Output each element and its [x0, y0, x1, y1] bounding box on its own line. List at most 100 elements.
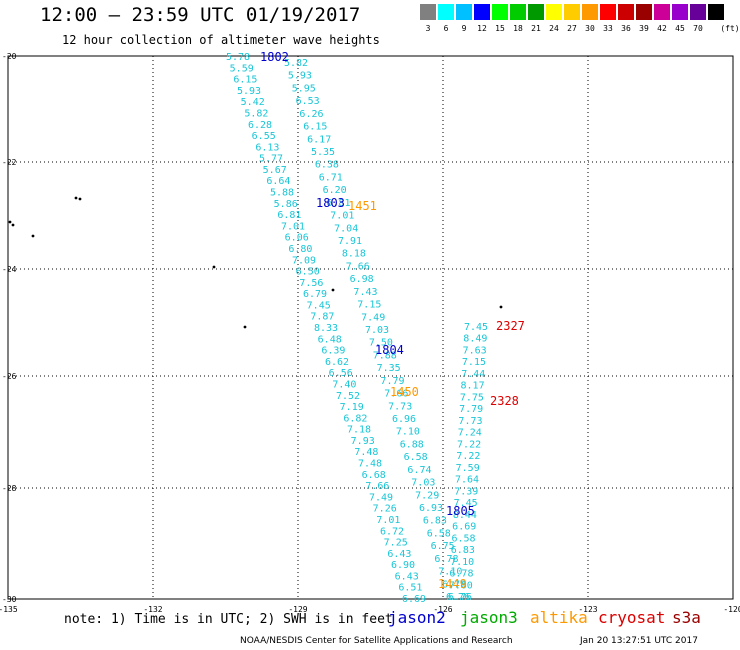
wave-height-value: 7.66 — [384, 389, 408, 400]
wave-height-value: 7.19 — [340, 402, 364, 413]
wave-height-value: 7.01 — [330, 211, 354, 222]
wave-height-value: 7.79 — [380, 376, 404, 387]
lat-label: -20 — [2, 52, 17, 61]
scale-swatch — [690, 4, 706, 20]
wave-height-value: 6.98 — [350, 274, 374, 285]
wave-height-value: 6.90 — [391, 560, 415, 571]
wave-height-value: 5.67 — [263, 165, 287, 176]
wave-height-value: 6.78 — [434, 554, 458, 565]
wave-height-value: 7.49 — [361, 312, 385, 323]
wave-height-value: 7.66 — [365, 481, 389, 492]
scale-swatch — [420, 4, 436, 20]
wave-height-value: 6.13 — [255, 142, 279, 153]
wave-height-value: 6.83 — [451, 545, 475, 556]
wave-height-value: 7.10 — [396, 427, 420, 438]
lon-label: -126 — [433, 605, 452, 614]
wave-height-value: 6.82 — [343, 413, 367, 424]
wave-height-value: 6.83 — [423, 516, 447, 527]
island — [11, 223, 15, 227]
scale-swatch — [510, 4, 526, 20]
pass-time-label: 1802 — [260, 50, 289, 64]
wave-height-value: 7.22 — [457, 439, 481, 450]
wave-height-value: 6.75 — [431, 541, 455, 552]
wave-height-value: 7.22 — [456, 451, 480, 462]
footer-note: note: 1) Time is in UTC; 2) SWH is in fe… — [64, 612, 393, 627]
wave-height-value: 6.62 — [325, 357, 349, 368]
wave-height-value: 7.40 — [332, 379, 356, 390]
scale-label: 39 — [639, 24, 649, 33]
wave-height-value: 7.49 — [369, 492, 393, 503]
wave-height-value: 5.93 — [237, 86, 261, 97]
wave-height-value: 8.18 — [342, 249, 366, 260]
wave-height-value: 7.26 — [373, 504, 397, 515]
island — [499, 305, 503, 309]
wave-height-value: 7.10 — [450, 557, 474, 568]
pass-time-label: 1804 — [375, 343, 404, 357]
wave-height-value: 7.45 — [454, 498, 478, 509]
scale-label: 15 — [495, 24, 505, 33]
wave-height-value: 6.74 — [407, 465, 431, 476]
scale-label: 9 — [461, 24, 467, 33]
scale-swatch — [474, 4, 490, 20]
wave-height-value: 7.09 — [292, 255, 316, 266]
wave-height-value: 5.95 — [292, 83, 316, 94]
wave-height-value: 6.38 — [315, 160, 339, 171]
map-subtitle: 12 hour collection of altimeter wave hei… — [62, 33, 380, 47]
wave-height-value: 5.88 — [270, 188, 294, 199]
wave-height-value: 6.71 — [319, 172, 343, 183]
wave-height-value: 6.43 — [395, 571, 419, 582]
wave-height-value: 6.81 — [277, 210, 301, 221]
pass-time-label: 1450 — [390, 385, 419, 399]
generation-timestamp: Jan 20 13:27:51 UTC 2017 — [580, 636, 698, 646]
pass-time-label: 1449 — [438, 577, 467, 591]
pass-time-label: 1803 — [316, 196, 345, 210]
scale-swatch — [654, 4, 670, 20]
scale-swatch — [672, 4, 688, 20]
wave-height-value: 7.29 — [415, 490, 439, 501]
island — [8, 220, 12, 224]
lat-label: -26 — [2, 372, 17, 381]
scale-unit: (ft) — [720, 24, 740, 33]
scale-label: 36 — [621, 24, 631, 33]
scale-label: 21 — [531, 24, 541, 33]
scale-label: 30 — [585, 24, 595, 33]
wave-height-value: 7.63 — [463, 345, 487, 356]
scale-label: 27 — [567, 24, 577, 33]
wave-height-value: 7.35 — [377, 363, 401, 374]
scale-label: 18 — [513, 24, 523, 33]
wave-height-value: 6.96 — [392, 414, 416, 425]
wave-height-value: 5.42 — [241, 97, 265, 108]
lat-label: -24 — [2, 265, 17, 274]
wave-height-value: 6.06 — [285, 233, 309, 244]
scale-label: 6 — [443, 24, 449, 33]
lon-label: -135 — [0, 605, 18, 614]
wave-height-value: 7.45 — [307, 300, 331, 311]
scale-label: 12 — [477, 24, 487, 33]
wave-height-value: 7.01 — [376, 515, 400, 526]
wave-height-value: 6.64 — [266, 176, 290, 187]
scale-swatch — [528, 4, 544, 20]
satellite-label: jason3 — [460, 608, 518, 627]
wave-height-value: 7.45 — [464, 322, 488, 333]
island — [78, 197, 82, 201]
wave-height-value: 7.50 — [369, 338, 393, 349]
pass-time-label: 2328 — [490, 394, 519, 408]
wave-height-value: 5.93 — [288, 71, 312, 82]
scale-swatch — [618, 4, 634, 20]
scale-swatch — [564, 4, 580, 20]
island — [212, 265, 216, 269]
pass-time-label: 1805 — [446, 504, 475, 518]
credit-line: NOAA/NESDIS Center for Satellite Applica… — [240, 636, 513, 646]
island — [74, 196, 78, 200]
lat-label: -30 — [2, 595, 17, 604]
wave-height-value: 6.58 — [404, 452, 428, 463]
scale-label: 45 — [675, 24, 685, 33]
wave-height-value: 7.75 — [460, 392, 484, 403]
wave-height-value: 7.03 — [411, 478, 435, 489]
wave-height-value: 7.15 — [357, 300, 381, 311]
wave-height-value: 6.50 — [296, 267, 320, 278]
island — [243, 325, 247, 329]
wave-height-value: 8.44 — [453, 510, 477, 521]
wave-height-value: 6.72 — [380, 526, 404, 537]
